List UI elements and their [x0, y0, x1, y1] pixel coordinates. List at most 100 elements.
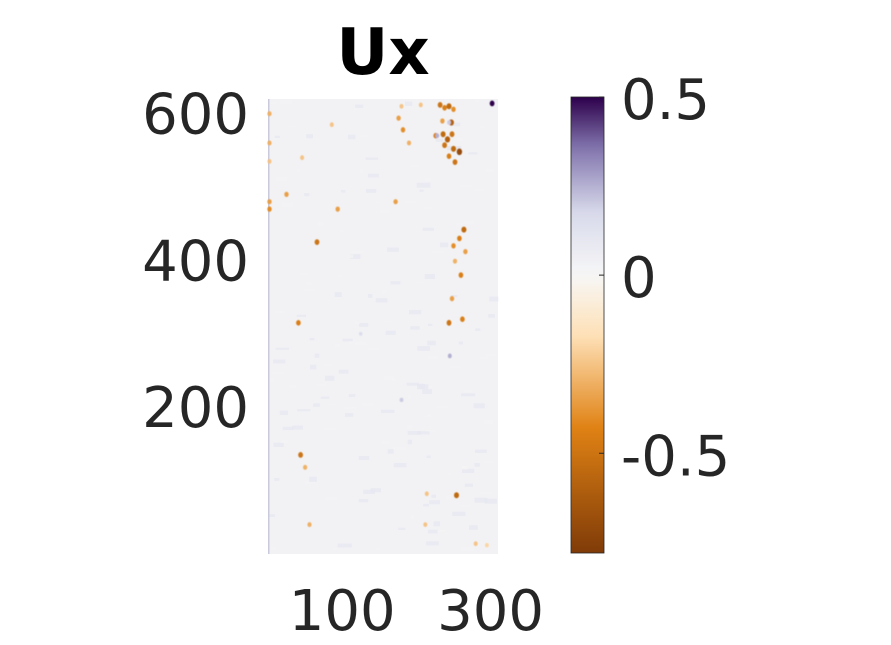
texture-cell: [419, 189, 424, 192]
texture-cell: [273, 359, 286, 364]
texture-cell: [433, 529, 446, 533]
texture-cell: [425, 429, 436, 433]
texture-cell: [410, 326, 420, 330]
texture-cell: [351, 250, 364, 254]
heatmap-spot: [485, 543, 489, 548]
texture-cell: [451, 295, 458, 298]
texture-cell: [381, 440, 390, 445]
texture-cell: [446, 472, 451, 476]
texture-cell: [463, 389, 472, 393]
texture-cell: [474, 497, 488, 503]
texture-cell: [409, 310, 422, 315]
texture-cell: [398, 527, 406, 530]
texture-cell: [478, 356, 489, 360]
texture-cell: [270, 371, 284, 375]
texture-cell: [475, 449, 487, 453]
texture-cell: [365, 157, 378, 160]
texture-cell: [348, 394, 356, 397]
texture-cell: [341, 190, 346, 193]
heatmap-spot: [489, 100, 495, 107]
texture-cell: [387, 449, 394, 454]
texture-cell: [393, 463, 407, 468]
texture-cell: [298, 151, 307, 154]
texture-cell: [462, 468, 475, 473]
colorbar-tick-label: -0.5: [621, 424, 730, 489]
heatmap-spot: [447, 120, 451, 125]
texture-cell: [427, 355, 439, 360]
texture-cell: [366, 189, 377, 193]
heatmap-spot: [442, 142, 447, 149]
heatmap-background: [268, 99, 498, 554]
texture-cell: [324, 363, 332, 367]
texture-cell: [474, 463, 480, 467]
texture-cell: [440, 529, 445, 532]
heatmap-spot: [447, 353, 452, 359]
heatmap-spot: [399, 397, 404, 403]
texture-cell: [428, 323, 433, 326]
texture-cell: [385, 330, 396, 335]
texture-cell: [473, 403, 485, 409]
texture-cell: [478, 125, 485, 129]
texture-cell: [268, 514, 275, 517]
heatmap-spot: [303, 464, 308, 470]
texture-cell: [489, 296, 499, 302]
texture-cell: [446, 494, 452, 500]
texture-cell: [339, 229, 344, 233]
texture-cell: [301, 272, 310, 276]
heatmap-spot: [400, 127, 406, 133]
texture-cell: [436, 406, 449, 409]
texture-cell: [337, 275, 344, 277]
texture-cell: [282, 426, 294, 430]
heatmap-spot: [446, 153, 452, 159]
texture-cell: [488, 314, 495, 318]
heatmap-spot: [267, 159, 272, 164]
texture-cell: [460, 184, 472, 188]
heatmap-spot: [440, 131, 446, 138]
chart-title: Ux: [336, 16, 429, 90]
texture-cell: [317, 221, 323, 227]
texture-cell: [452, 511, 466, 516]
texture-cell: [296, 314, 306, 317]
texture-cell: [438, 223, 443, 226]
texture-cell: [325, 375, 335, 381]
heatmap-spot: [446, 103, 452, 110]
texture-cell: [375, 547, 381, 551]
heatmap-spot: [267, 199, 272, 205]
texture-cell: [458, 341, 463, 345]
texture-cell: [316, 383, 327, 387]
heatmap-spot: [329, 122, 334, 128]
heatmap-spot: [451, 106, 456, 113]
heatmap-spot: [442, 105, 447, 111]
texture-cell: [459, 504, 471, 508]
heatmap-spot: [458, 272, 464, 278]
texture-cell: [433, 521, 440, 527]
texture-cell: [431, 494, 436, 498]
texture-cell: [456, 222, 464, 226]
texture-cell: [417, 346, 430, 351]
texture-cell: [363, 489, 376, 494]
texture-cell: [473, 189, 485, 192]
texture-cell: [407, 439, 412, 445]
texture-cell: [323, 427, 337, 431]
heatmap-spot: [437, 102, 443, 108]
colorbar-ticks: 0.5 0 -0.5: [599, 68, 730, 489]
texture-cell: [405, 101, 413, 106]
texture-cell: [387, 247, 399, 252]
texture-cell: [478, 491, 493, 495]
texture-cell: [381, 409, 395, 413]
texture-cell: [309, 476, 317, 482]
texture-cell: [463, 221, 475, 225]
texture-cell: [355, 104, 364, 108]
texture-cell: [382, 289, 388, 294]
texture-cell: [359, 323, 369, 327]
texture-cell: [484, 498, 497, 504]
texture-cell: [469, 525, 478, 530]
texture-cell: [337, 543, 352, 548]
heatmap-spot: [446, 319, 452, 326]
texture-cell: [304, 480, 316, 485]
texture-cell: [407, 431, 421, 435]
texture-cell: [409, 164, 419, 168]
heatmap-spot: [454, 492, 459, 499]
texture-cell: [360, 134, 368, 138]
texture-cell: [281, 202, 294, 208]
